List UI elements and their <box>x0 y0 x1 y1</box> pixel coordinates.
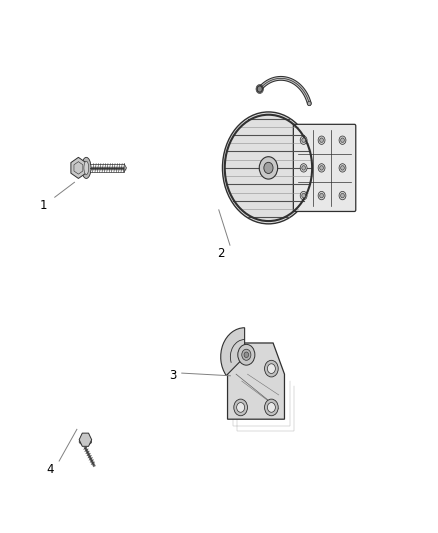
Circle shape <box>267 364 276 374</box>
Circle shape <box>237 402 244 413</box>
Circle shape <box>307 101 311 106</box>
Circle shape <box>341 193 344 198</box>
Circle shape <box>259 157 278 179</box>
Circle shape <box>339 136 346 144</box>
Text: 4: 4 <box>46 463 54 475</box>
Polygon shape <box>79 433 92 446</box>
Circle shape <box>341 138 344 142</box>
Circle shape <box>320 166 323 170</box>
Ellipse shape <box>84 161 88 175</box>
Circle shape <box>242 349 251 360</box>
Circle shape <box>302 193 305 198</box>
Circle shape <box>257 86 262 92</box>
Circle shape <box>302 138 305 142</box>
Polygon shape <box>228 343 285 419</box>
Text: 3: 3 <box>170 369 177 382</box>
Circle shape <box>318 191 325 200</box>
Circle shape <box>300 136 307 144</box>
Text: 1: 1 <box>40 199 48 212</box>
Circle shape <box>318 136 325 144</box>
Circle shape <box>341 166 344 170</box>
Circle shape <box>264 162 273 173</box>
Polygon shape <box>71 157 86 179</box>
Circle shape <box>267 402 276 413</box>
Circle shape <box>320 193 323 198</box>
Circle shape <box>339 191 346 200</box>
Polygon shape <box>124 164 127 172</box>
Circle shape <box>234 399 247 416</box>
Circle shape <box>238 344 255 365</box>
Circle shape <box>302 166 305 170</box>
Wedge shape <box>221 328 244 376</box>
Circle shape <box>223 112 314 224</box>
FancyBboxPatch shape <box>293 124 356 212</box>
Circle shape <box>339 164 346 172</box>
Text: 2: 2 <box>217 247 225 260</box>
Ellipse shape <box>79 439 92 445</box>
Ellipse shape <box>81 157 91 179</box>
Circle shape <box>265 399 278 416</box>
Circle shape <box>318 164 325 172</box>
Bar <box>268 148 297 188</box>
Circle shape <box>265 360 278 377</box>
Circle shape <box>320 138 323 142</box>
Circle shape <box>244 352 249 358</box>
Circle shape <box>300 164 307 172</box>
Circle shape <box>300 191 307 200</box>
